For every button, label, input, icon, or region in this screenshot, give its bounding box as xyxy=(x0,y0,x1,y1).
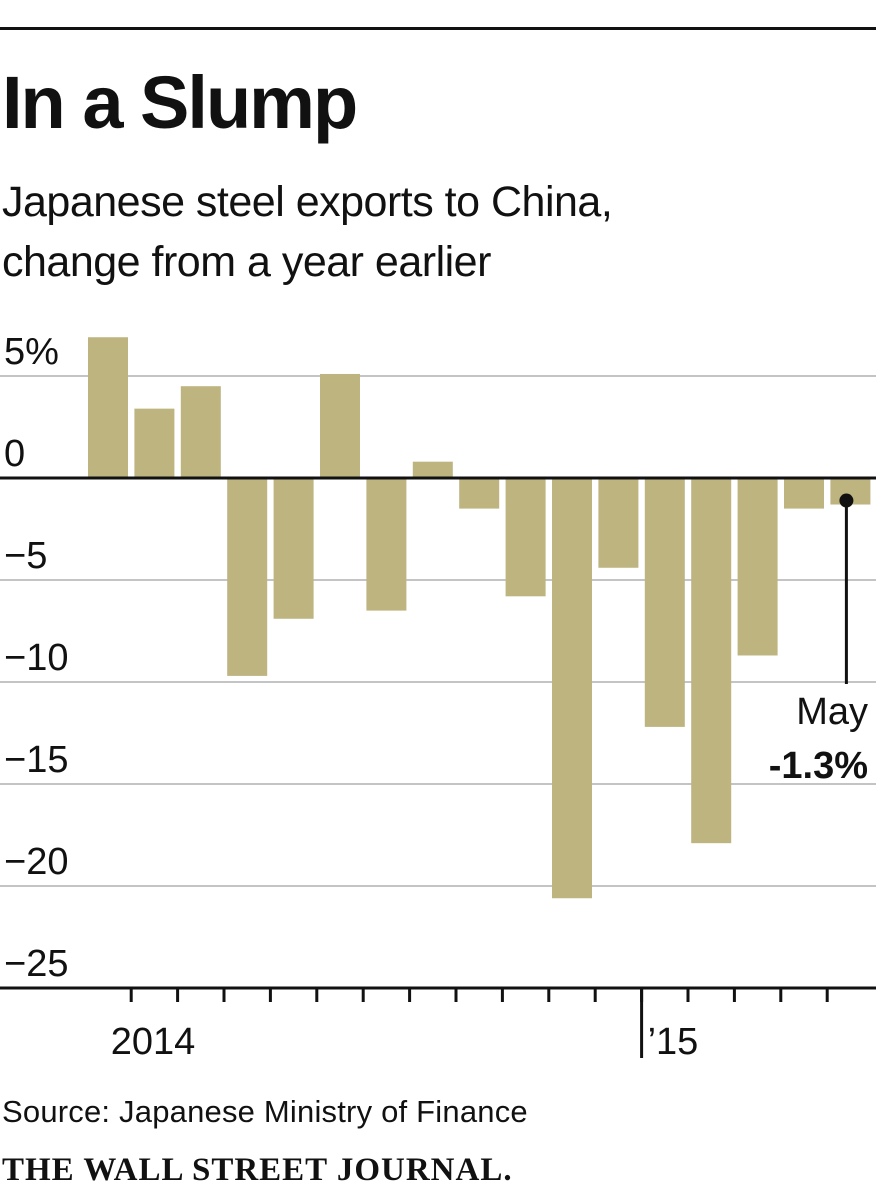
bar-chart: 5% 0 −5 −10 −15 −20 −25 2014 ’15 May -1.3% xyxy=(0,331,876,1063)
bar xyxy=(88,337,128,478)
bar xyxy=(505,478,546,597)
source-note: Source: Japanese Ministry of Finance xyxy=(2,1094,528,1129)
label-layer: 5% 0 −5 −10 −15 −20 −25 2014 ’15 xyxy=(4,331,698,1063)
axis-layer xyxy=(0,476,876,1058)
y-tick-label: −20 xyxy=(4,841,68,883)
y-tick-label: 0 xyxy=(4,433,25,475)
callout-value-label: -1.3% xyxy=(769,745,868,787)
x-tick-label-2014: 2014 xyxy=(111,1021,196,1063)
bar xyxy=(227,478,268,676)
chart-subtitle: Japanese steel exports to China, change … xyxy=(2,172,613,292)
x-tick-label-2015: ’15 xyxy=(648,1021,699,1063)
bar xyxy=(366,478,407,611)
callout-month-label: May xyxy=(796,691,868,733)
chart-title: In a Slump xyxy=(2,61,358,144)
subtitle-line-2: change from a year earlier xyxy=(2,238,491,286)
y-tick-label: −10 xyxy=(4,637,68,679)
y-tick-label: 5% xyxy=(4,331,59,373)
subtitle-line-1: Japanese steel exports to China, xyxy=(2,178,613,226)
bar xyxy=(552,478,592,899)
bar xyxy=(320,373,360,478)
bar xyxy=(180,386,221,478)
bar xyxy=(134,408,175,478)
top-rule xyxy=(0,27,876,30)
bar-layer xyxy=(88,337,871,899)
callout-layer: May -1.3% xyxy=(769,493,868,787)
callout-dot xyxy=(839,493,854,508)
bar xyxy=(598,478,639,568)
bar xyxy=(691,478,732,844)
publisher-credit: THE WALL STREET JOURNAL. xyxy=(2,1152,513,1188)
bar xyxy=(737,478,778,656)
y-tick-label: −5 xyxy=(4,535,47,577)
y-tick-label: −25 xyxy=(4,943,68,985)
bar xyxy=(784,478,824,509)
bar xyxy=(273,478,314,619)
bar xyxy=(412,461,453,478)
bar xyxy=(459,478,500,509)
y-tick-label: −15 xyxy=(4,739,68,781)
bar xyxy=(644,478,685,727)
